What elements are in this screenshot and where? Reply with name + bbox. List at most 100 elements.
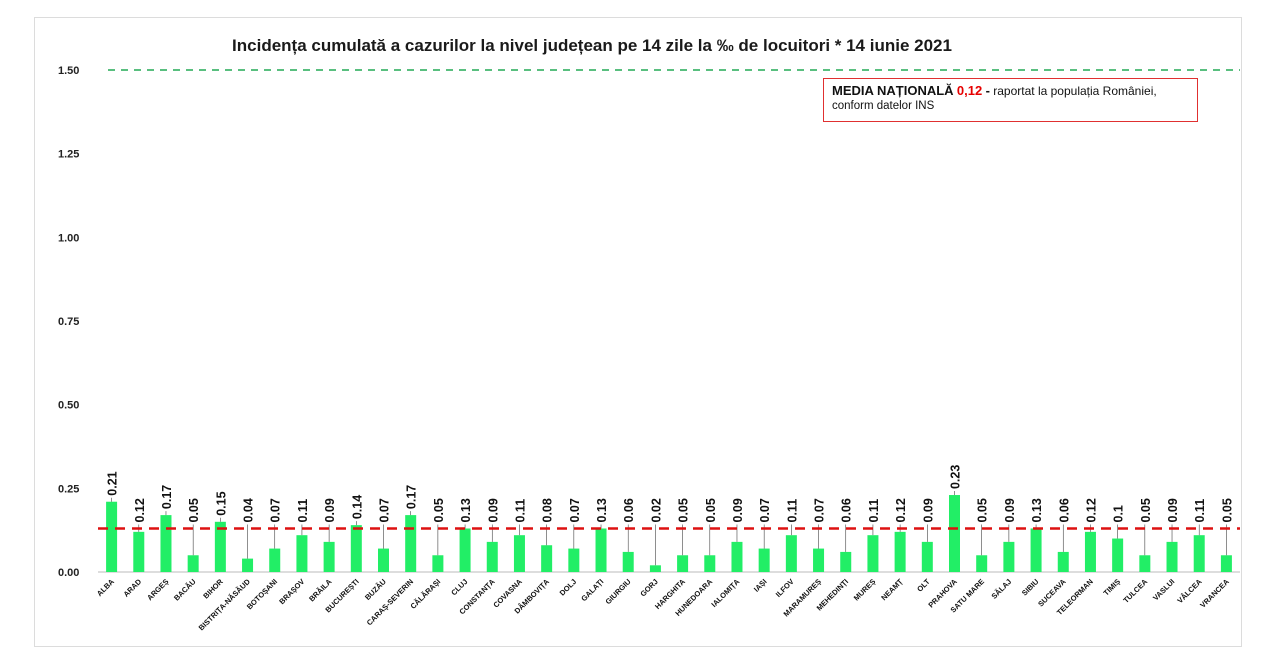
bar <box>269 548 281 572</box>
value-label: 0.05 <box>976 498 990 522</box>
bar <box>894 531 906 572</box>
value-label: 0.13 <box>1030 498 1044 522</box>
value-label: 0.06 <box>622 498 636 522</box>
bar <box>758 548 770 572</box>
bar <box>160 515 172 572</box>
bar <box>432 555 444 572</box>
legend-value: 0,12 <box>956 83 983 98</box>
category-label: GORJ <box>638 577 659 598</box>
category-label: DOLJ <box>558 577 579 598</box>
value-label: 0.09 <box>921 498 935 522</box>
category-label: SĂLAJ <box>990 577 1014 601</box>
category-label: CLUJ <box>449 577 469 597</box>
bar <box>840 551 852 572</box>
bar <box>541 545 553 572</box>
y-tick-label: 0.25 <box>58 483 79 495</box>
category-label: BRAȘOV <box>277 577 306 606</box>
category-label: GALAȚI <box>579 577 605 603</box>
value-label: 0.05 <box>432 498 446 522</box>
category-label: IAȘI <box>752 577 769 594</box>
category-label: VASLUI <box>1151 577 1176 602</box>
value-label: 0.13 <box>595 498 609 522</box>
bar <box>785 535 797 572</box>
category-label: ALBA <box>95 577 117 599</box>
chart-title: Incidența cumulată a cazurilor la nivel … <box>232 36 952 55</box>
category-label: BRĂILA <box>307 577 334 604</box>
category-label: GIURGIU <box>604 577 633 606</box>
value-label: 0.17 <box>405 485 419 509</box>
y-tick-label: 1.00 <box>58 232 79 244</box>
bar <box>1057 551 1069 572</box>
bar <box>1166 541 1178 572</box>
bar <box>622 551 634 572</box>
value-label: 0.11 <box>1193 499 1207 523</box>
value-label: 0.13 <box>459 498 473 522</box>
bar <box>214 521 226 572</box>
bar <box>949 495 960 572</box>
bar <box>187 555 199 572</box>
value-label: 0.23 <box>949 465 963 489</box>
category-label: BUZĂU <box>363 577 388 602</box>
legend-label: MEDIA NAȚIONALĂ <box>832 83 954 98</box>
value-label: 0.05 <box>704 498 718 522</box>
category-label: MUREȘ <box>852 577 878 603</box>
value-label: 0.09 <box>486 498 500 522</box>
bar <box>568 548 580 572</box>
bar <box>133 531 145 572</box>
legend-dash: - <box>985 83 990 98</box>
category-label: TIMIȘ <box>1102 577 1123 598</box>
bar <box>378 548 389 572</box>
bar <box>513 535 525 572</box>
category-label: ILFOV <box>774 577 796 599</box>
category-label: ARAD <box>122 577 144 599</box>
category-label: ARGEȘ <box>145 577 170 602</box>
value-label: 0.07 <box>758 498 772 522</box>
value-label: 0.08 <box>541 498 555 522</box>
value-label: 0.04 <box>242 498 256 522</box>
bar <box>1220 555 1232 572</box>
bar <box>731 541 743 572</box>
value-label: 0.09 <box>731 498 745 522</box>
bar <box>1112 538 1124 572</box>
value-label: 0.11 <box>785 499 799 523</box>
value-label: 0.1 <box>1112 505 1126 522</box>
value-label: 0.06 <box>840 498 854 522</box>
value-label: 0.12 <box>133 498 147 522</box>
bar <box>677 555 689 572</box>
category-label: BACĂU <box>172 577 198 603</box>
value-label: 0.12 <box>1084 498 1098 522</box>
legend-text-2: conform datelor INS <box>832 100 935 112</box>
legend-line-1: MEDIA NAȚIONALĂ 0,12 - raportat la popul… <box>832 83 1189 98</box>
value-label: 0.11 <box>296 499 310 523</box>
category-label: VRANCEA <box>1198 577 1231 610</box>
bar <box>459 528 471 572</box>
category-label: NEAMȚ <box>879 577 905 603</box>
bar <box>1193 535 1205 572</box>
bar <box>976 555 988 572</box>
value-label: 0.12 <box>894 498 908 522</box>
category-label: OLT <box>915 577 932 594</box>
value-label: 0.07 <box>568 498 582 522</box>
bar <box>1084 531 1096 572</box>
national-average-legend: MEDIA NAȚIONALĂ 0,12 - raportat la popul… <box>823 78 1198 122</box>
value-label: 0.05 <box>187 498 201 522</box>
legend-text-1: raportat la populația României, <box>993 84 1157 98</box>
bar <box>813 548 825 572</box>
bar <box>921 541 933 572</box>
bar <box>106 501 118 572</box>
category-label: BIHOR <box>201 577 225 601</box>
value-label: 0.07 <box>378 498 392 522</box>
category-label: SIBIU <box>1020 577 1041 598</box>
value-label: 0.05 <box>677 498 691 522</box>
value-label: 0.11 <box>867 499 881 523</box>
value-label: 0.05 <box>1220 498 1234 522</box>
bar <box>595 528 607 572</box>
bar <box>296 535 308 572</box>
bar <box>350 525 362 572</box>
value-label: 0.05 <box>1139 498 1153 522</box>
bar <box>1030 528 1042 572</box>
value-label: 0.15 <box>214 491 228 515</box>
y-tick-label: 0.50 <box>58 400 79 412</box>
bar <box>242 558 254 572</box>
